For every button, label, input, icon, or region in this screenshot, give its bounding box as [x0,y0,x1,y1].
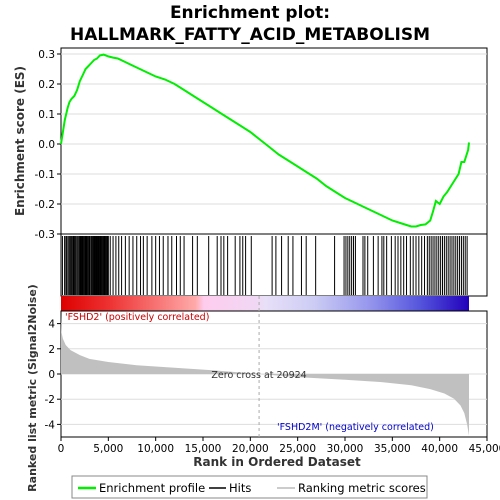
zero-cross-label: Zero cross at 20924 [211,370,306,381]
metric-y-axis-label: Ranked list metric (Signal2Noise) [26,284,39,492]
x-tick-label: 20,000 [232,443,269,455]
es-y-ticks: 0.3 0.2 0.1 0.0 -0.1 -0.2 -0.3 [35,49,61,241]
positive-correlation-label: 'FSHD2' (positively correlated) [65,312,209,323]
chart-title-line2: HALLMARK_FATTY_ACID_METABOLISM [70,25,430,45]
metric-y-ticks: 4 2 0 -2 -4 [45,319,61,431]
x-tick-label: 30,000 [327,443,364,455]
hits-panel [60,233,488,297]
legend-frame [71,475,428,499]
x-tick-label: 35,000 [374,443,411,455]
ranking-metric-area [61,314,469,436]
negative-correlation-label: 'FSHD2M' (negatively correlated) [277,422,434,433]
heatmap-gradient [61,296,469,311]
x-axis: 0 5,000 10,000 15,000 20,000 25,000 30,000 35,0… [58,437,500,455]
es-plot-frame [60,47,488,235]
rank-heatmap-bar [61,296,469,311]
es-y-tick-label: -0.2 [35,199,56,211]
es-y-tick-label: -0.1 [35,169,56,181]
metric-panel: Zero cross at 20924 'FSHD2' (positively … [26,284,488,492]
x-tick-label: 0 [58,443,65,455]
hit-lines [61,236,468,295]
legend-metric-label: Ranking metric scores [298,481,426,495]
enrichment-profile-line [60,53,470,228]
legend-hits-label: Hits [229,481,251,495]
es-y-tick-label: 0.1 [38,109,55,121]
metric-y-tick-label: -2 [45,394,55,406]
es-y-tick-label: 0.2 [38,79,55,91]
es-y-axis-label: Enrichment score (ES) [13,66,27,216]
es-y-tick-label: 0.3 [38,49,55,61]
legend-enrichment-label: Enrichment profile [99,481,205,495]
es-y-tick-label: 0.0 [38,139,55,151]
metric-y-tick-label: 2 [48,344,55,356]
x-tick-label: 45,000 [469,443,500,455]
es-y-tick-label: -0.3 [35,229,56,241]
legend: Enrichment profile Hits Ranking metric s… [71,475,428,499]
metric-y-tick-label: 0 [48,369,55,381]
x-tick-label: 15,000 [185,443,222,455]
x-tick-label: 10,000 [137,443,174,455]
x-axis-label: Rank in Ordered Dataset [193,455,361,469]
chart-title-line1: Enrichment plot: [170,3,330,23]
metric-y-tick-label: -4 [45,419,56,431]
x-tick-label: 40,000 [421,443,458,455]
x-tick-label: 5,000 [93,443,123,455]
es-panel: 0.3 0.2 0.1 0.0 -0.1 -0.2 -0.3 Enrichment scor… [13,47,488,241]
x-tick-label: 25,000 [279,443,316,455]
metric-y-tick-label: 4 [48,319,55,331]
